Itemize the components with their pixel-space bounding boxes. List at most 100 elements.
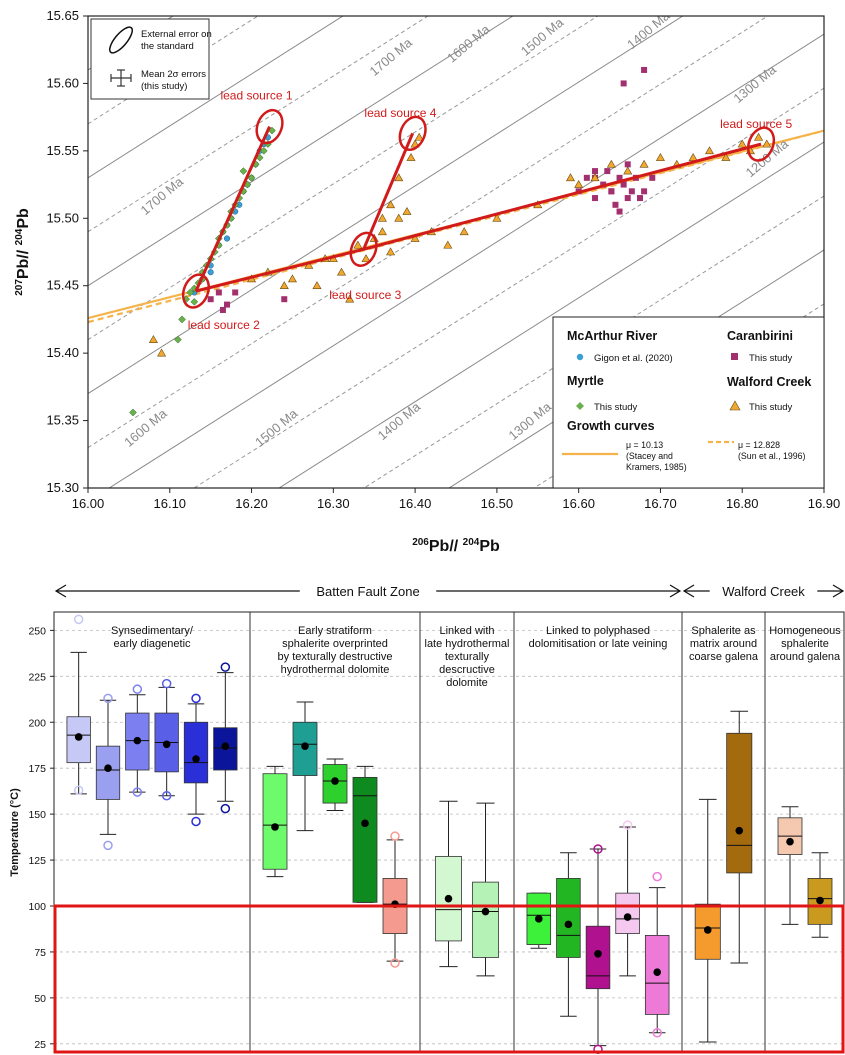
inset-errorbar-text: Mean 2σ errors xyxy=(141,69,206,80)
y-tick-label: 25 xyxy=(34,1039,46,1051)
data-point-caranbirini xyxy=(207,296,214,303)
isochron-line xyxy=(88,16,684,395)
isochron-line xyxy=(193,87,824,488)
lead-source-ellipse xyxy=(255,108,284,145)
data-point-walford xyxy=(492,213,502,222)
isochron-line xyxy=(88,16,769,448)
panel-title: sphalerite xyxy=(781,638,829,650)
mean-marker xyxy=(816,896,824,905)
y-tick-label: 15.50 xyxy=(46,210,79,225)
mean-marker xyxy=(162,740,171,749)
plot-frame xyxy=(87,15,825,489)
panel-title: matrix around xyxy=(690,638,757,650)
data-point-caranbirini xyxy=(620,181,627,188)
outlier-marker xyxy=(132,684,143,694)
mean-marker xyxy=(444,894,453,903)
data-point-caranbirini xyxy=(616,208,623,215)
data-point-walford xyxy=(148,335,158,343)
threshold-box xyxy=(53,904,845,1054)
data-point-walford xyxy=(565,173,576,182)
data-point-caranbirini xyxy=(224,301,231,308)
y-tick-label: 200 xyxy=(28,717,46,729)
outlier-marker xyxy=(220,662,231,672)
mean-marker xyxy=(653,968,661,976)
y-tick-label: 225 xyxy=(28,671,46,683)
y-tick-label: 15.55 xyxy=(46,143,79,158)
data-point-walford xyxy=(688,152,698,161)
legend-group-title: Myrtle xyxy=(567,374,604,388)
lead-source-label: lead source 5 xyxy=(720,117,792,131)
data-point-walford xyxy=(410,233,420,242)
error-ellipse-icon xyxy=(108,26,134,54)
panel-title: dolomitisation or late veining xyxy=(529,638,668,650)
box xyxy=(352,776,378,903)
y-tick-label: 100 xyxy=(28,901,46,913)
y-tick-label: 15.30 xyxy=(46,480,79,495)
header-label: Batten Fault Zone xyxy=(316,584,419,599)
mean-marker xyxy=(564,920,573,929)
x-tick-label: 16.30 xyxy=(317,496,350,511)
isochron-line xyxy=(363,195,824,488)
legend-entry-label: This study xyxy=(749,402,793,413)
data-point-walford xyxy=(762,139,772,148)
data-point-walford xyxy=(721,152,731,161)
isochron-line xyxy=(88,16,599,341)
data-point-myrtle xyxy=(239,167,248,175)
legend-growth-label: μ = 12.828 xyxy=(738,440,780,450)
box xyxy=(556,878,581,958)
panel-title: dolomite xyxy=(446,677,488,689)
x-tick-label: 16.50 xyxy=(481,496,514,511)
data-point-myrtle xyxy=(178,315,186,324)
lead-source-label: lead source 2 xyxy=(188,318,260,332)
data-point-walford xyxy=(361,254,371,263)
x-tick-label: 16.80 xyxy=(726,496,759,511)
inset-ellipse-text: External error on xyxy=(141,29,212,40)
outlier-marker xyxy=(161,678,172,689)
outlier-marker xyxy=(191,693,201,704)
x-tick-label: 16.20 xyxy=(235,496,268,511)
data-point-walford xyxy=(639,159,649,168)
isochron-age-label: 1700 Ma xyxy=(367,34,416,79)
legend-frame xyxy=(552,316,825,489)
outlier-marker xyxy=(652,871,662,882)
data-point-caranbirini xyxy=(612,201,619,208)
outlier-marker xyxy=(593,844,603,854)
x-tick-label: 16.40 xyxy=(399,496,432,511)
mean-marker xyxy=(271,823,279,831)
isochron-line xyxy=(278,141,824,488)
panel-title: Sphalerite as xyxy=(691,625,756,637)
lead-trend-line xyxy=(194,125,271,292)
legend-growth-label: μ = 10.13 xyxy=(626,440,663,450)
data-point-caranbirini xyxy=(583,174,590,181)
header-arrow-head xyxy=(832,584,845,598)
outlier-marker xyxy=(132,787,143,797)
legend: McArthur River Gigon et al. (2020) Myrtle T… xyxy=(552,316,825,489)
mean-marker xyxy=(703,926,712,934)
y-tick-label: 75 xyxy=(34,947,46,959)
data-point-mcarthur xyxy=(207,269,214,276)
data-point-caranbirini xyxy=(219,306,226,313)
data-point-caranbirini xyxy=(592,168,599,175)
data-point-walford xyxy=(737,139,747,148)
data-point-walford xyxy=(157,348,167,357)
y-tick-label: 15.60 xyxy=(46,75,79,90)
panel-title: by texturally destructive xyxy=(278,651,393,663)
data-point-walford xyxy=(414,132,424,141)
data-point-walford xyxy=(623,166,633,175)
panel-title: Linked with xyxy=(439,625,494,637)
data-point-myrtle xyxy=(186,288,195,297)
isochron-age-label: 1600 Ma xyxy=(121,405,170,450)
data-point-walford xyxy=(574,179,584,188)
header-arrow-head xyxy=(54,584,67,598)
data-point-caranbirini xyxy=(641,66,648,73)
legend-marker-triangle xyxy=(729,400,741,411)
data-point-walford xyxy=(402,206,412,215)
data-point-caranbirini xyxy=(232,289,239,296)
data-point-caranbirini xyxy=(215,289,222,296)
inset-frame xyxy=(90,18,210,100)
panel-title: Linked to polyphased xyxy=(546,625,650,637)
legend-growth-label: Kramers, 1985) xyxy=(626,462,687,472)
outlier-marker xyxy=(390,831,400,841)
data-point-walford xyxy=(386,247,396,256)
data-point-caranbirini xyxy=(281,296,288,303)
